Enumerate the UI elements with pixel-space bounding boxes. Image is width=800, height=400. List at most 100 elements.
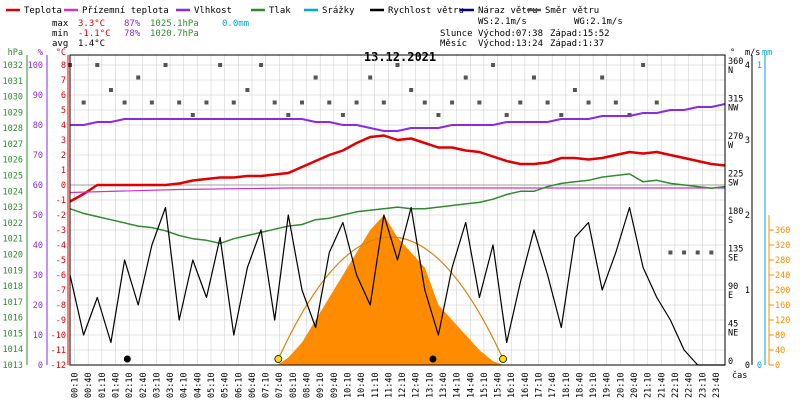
- x-tick: 21:10: [644, 372, 654, 398]
- hpa-tick: 1013: [3, 361, 23, 371]
- solar-tick: 0: [775, 361, 780, 371]
- celsius-tick: -5: [56, 256, 66, 266]
- direction-point: [368, 75, 373, 80]
- info-block: WS:2.1m/s WG:2.1m/s Slunce Východ:07:38 …: [440, 17, 623, 49]
- direction-point: [436, 113, 441, 117]
- stat-max-hum: 87%: [124, 19, 141, 29]
- plot-frame: [69, 54, 726, 366]
- x-tick: 15:40: [494, 372, 504, 398]
- stat-min-hum: 78%: [124, 29, 141, 39]
- wind-tick: 2: [745, 211, 750, 221]
- hpa-tick: 1014: [3, 345, 23, 355]
- sunrise-marker: [274, 355, 283, 363]
- direction-point: [149, 100, 154, 105]
- direction-point: [245, 88, 250, 92]
- x-tick: 16:10: [507, 372, 517, 398]
- x-tick: 22:40: [685, 372, 695, 398]
- hpa-tick: 1028: [3, 124, 23, 134]
- wind-direction-series: [68, 63, 714, 255]
- solar-tick: 80: [775, 331, 785, 341]
- direction-compass: W: [728, 141, 734, 151]
- percent-tick: 10: [33, 331, 43, 341]
- x-tick: 04:10: [180, 372, 190, 398]
- direction-compass: NE: [728, 329, 738, 339]
- x-tick: 18:10: [562, 372, 572, 398]
- x-tick: 15:10: [480, 372, 490, 398]
- hpa-tick: 1021: [3, 235, 23, 245]
- x-tick: 18:40: [575, 372, 585, 398]
- x-tick: 20:10: [616, 372, 626, 398]
- x-tick: 08:40: [303, 372, 313, 398]
- solar-tick: 360: [775, 226, 790, 236]
- direction-tick: 225: [728, 170, 743, 180]
- info-sun-rise: Východ:07:38: [478, 29, 543, 39]
- x-axis-label: čas: [732, 370, 747, 381]
- x-tick: 12:10: [398, 372, 408, 398]
- stat-max-rain: 0.0mm: [222, 19, 249, 29]
- celsius-tick: 2: [61, 151, 66, 161]
- wind-axis-label: m/s: [745, 48, 760, 58]
- legend-label: Náraz větru: [478, 6, 538, 16]
- direction-compass: E: [728, 291, 733, 301]
- direction-tick: 45: [728, 320, 738, 330]
- x-tick: 09:40: [330, 372, 340, 398]
- direction-point: [190, 113, 195, 117]
- direction-tick: 135: [728, 245, 743, 255]
- percent-tick: 90: [33, 91, 43, 101]
- x-tick: 02:40: [139, 372, 149, 398]
- direction-point: [641, 63, 646, 67]
- direction-point: [313, 75, 318, 80]
- direction-point: [231, 100, 236, 105]
- x-tick: 11:40: [384, 372, 394, 398]
- percent-tick: 30: [33, 271, 43, 281]
- hpa-tick: 1023: [3, 203, 23, 213]
- direction-tick: 315: [728, 95, 743, 105]
- x-tick: 02:10: [125, 372, 135, 398]
- solar-tick: 200: [775, 286, 790, 296]
- x-tick: 23:10: [698, 372, 708, 398]
- stat-avg-temp: 1.4°C: [78, 39, 105, 49]
- direction-point: [668, 250, 673, 255]
- wind-tick: 4: [745, 61, 750, 71]
- celsius-tick: -8: [56, 301, 66, 311]
- stat-min-temp: -1.1°C: [78, 29, 111, 39]
- x-tick: 13:10: [425, 372, 435, 398]
- hpa-tick: 1027: [3, 140, 23, 150]
- x-tick: 10:10: [343, 372, 353, 398]
- hpa-tick: 1026: [3, 156, 23, 166]
- x-tick: 03:40: [166, 372, 176, 398]
- legend-label: Přízemní teplota: [82, 6, 169, 16]
- direction-point: [259, 63, 264, 67]
- direction-point: [695, 250, 700, 255]
- stat-avg-label: avg: [52, 39, 68, 49]
- series-vlhkost: [70, 103, 726, 132]
- celsius-tick: 6: [61, 91, 66, 101]
- celsius-tick: -3: [56, 226, 66, 236]
- x-tick: 12:40: [412, 372, 422, 398]
- x-tick: 17:40: [548, 372, 558, 398]
- hpa-tick: 1032: [3, 61, 23, 71]
- x-tick: 05:40: [221, 372, 231, 398]
- direction-compass: SE: [728, 254, 738, 264]
- direction-point: [463, 75, 468, 80]
- direction-tick: 180: [728, 207, 743, 217]
- solar-tick: 120: [775, 316, 790, 326]
- x-tick: 14:10: [453, 372, 463, 398]
- hpa-tick: 1024: [3, 187, 23, 197]
- celsius-tick: -7: [56, 286, 66, 296]
- x-tick: 00:40: [84, 372, 94, 398]
- solar-tick: 160: [775, 301, 790, 311]
- direction-point: [422, 100, 427, 105]
- direction-point: [450, 100, 455, 105]
- direction-point: [163, 63, 168, 67]
- direction-point: [81, 100, 86, 105]
- hpa-tick: 1022: [3, 219, 23, 229]
- x-tick: 11:10: [371, 372, 381, 398]
- direction-tick: 90: [728, 282, 738, 292]
- celsius-axis-label: °C: [56, 48, 66, 58]
- hpa-tick: 1031: [3, 77, 23, 87]
- celsius-tick: -11: [51, 346, 66, 356]
- legend-label: Rychlost větru: [388, 6, 464, 16]
- hpa-tick: 1025: [3, 172, 23, 182]
